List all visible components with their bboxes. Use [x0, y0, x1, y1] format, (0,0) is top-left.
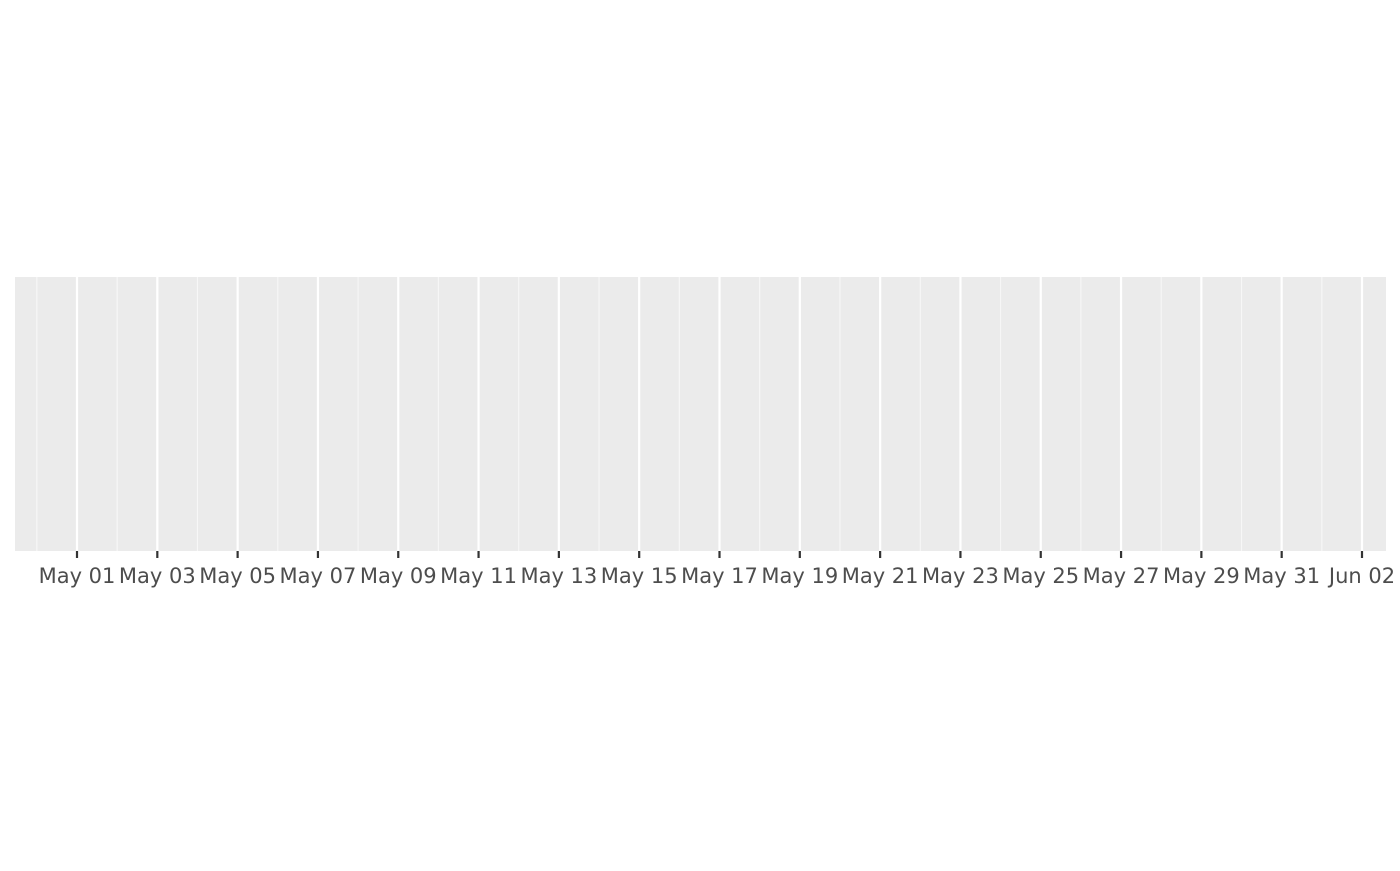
x-tick-label: May 31 — [1243, 564, 1320, 588]
x-tick-label: May 03 — [119, 564, 196, 588]
x-tick-label: May 29 — [1163, 564, 1240, 588]
x-tick-label: May 05 — [199, 564, 276, 588]
x-tick-label: May 09 — [360, 564, 437, 588]
x-tick-label: Jun 02 — [1327, 564, 1395, 588]
minor-gridlines — [36, 277, 1323, 551]
major-gridlines — [75, 277, 1364, 551]
x-tick-label: May 25 — [1002, 564, 1079, 588]
plot-panel-background — [15, 277, 1386, 551]
x-tick-label: May 11 — [440, 564, 517, 588]
x-axis-ticks — [75, 551, 1364, 558]
x-tick-label: May 13 — [520, 564, 597, 588]
x-tick-label: May 01 — [39, 564, 116, 588]
x-axis-tick-labels: May 01 May 03 May 05 May 07 May 09 May 11 May … — [39, 564, 1396, 588]
x-tick-label: May 15 — [601, 564, 678, 588]
x-tick-label: May 27 — [1083, 564, 1160, 588]
x-tick-label: May 19 — [761, 564, 838, 588]
x-tick-label: May 23 — [922, 564, 999, 588]
x-tick-label: May 07 — [280, 564, 357, 588]
x-tick-label: May 21 — [842, 564, 919, 588]
x-tick-label: May 17 — [681, 564, 758, 588]
